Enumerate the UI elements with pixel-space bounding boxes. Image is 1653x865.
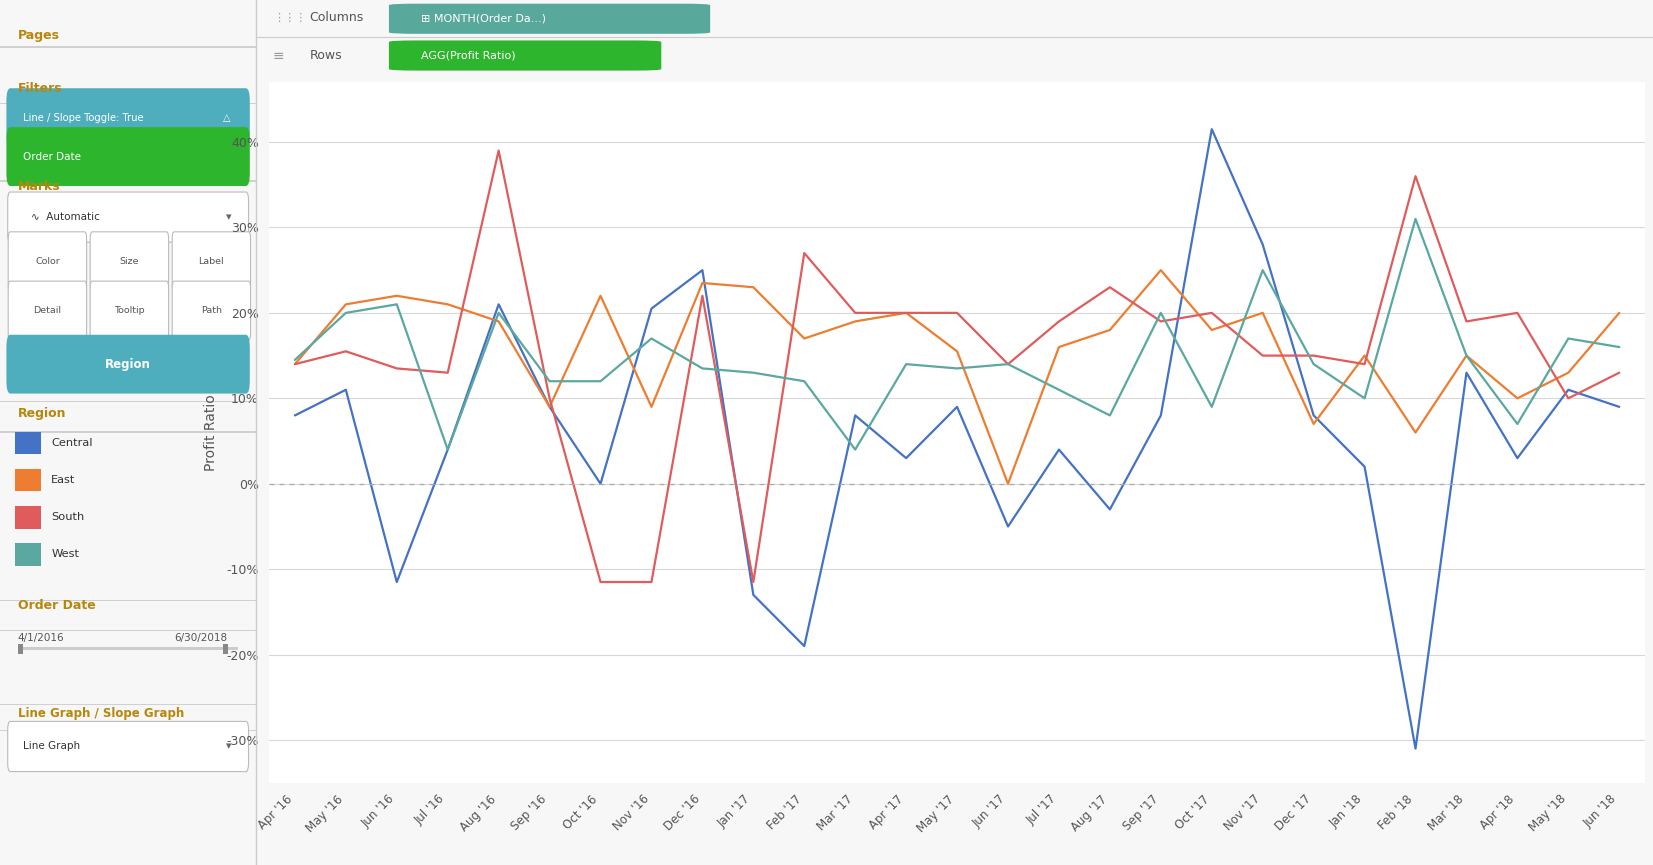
FancyBboxPatch shape	[172, 281, 251, 340]
FancyBboxPatch shape	[388, 41, 661, 71]
Text: Label: Label	[198, 257, 225, 266]
FancyBboxPatch shape	[388, 3, 711, 34]
FancyBboxPatch shape	[91, 232, 169, 291]
FancyBboxPatch shape	[7, 88, 250, 147]
Text: Order Date: Order Date	[23, 151, 81, 162]
Text: Line Graph / Slope Graph: Line Graph / Slope Graph	[18, 707, 183, 720]
Text: Region: Region	[106, 357, 150, 371]
FancyBboxPatch shape	[91, 281, 169, 340]
Text: Size: Size	[119, 257, 139, 266]
Y-axis label: Profit Ratio: Profit Ratio	[205, 394, 218, 471]
Bar	[15, 469, 41, 491]
Text: Region: Region	[18, 407, 66, 420]
Bar	[0, 47, 256, 48]
Bar	[0, 181, 256, 182]
Bar	[15, 432, 41, 454]
FancyBboxPatch shape	[8, 721, 248, 772]
Text: Line Graph: Line Graph	[23, 741, 81, 752]
Text: Filters: Filters	[18, 82, 63, 95]
Bar	[0, 730, 256, 731]
Text: East: East	[51, 475, 76, 485]
Text: ⋮⋮⋮: ⋮⋮⋮	[273, 13, 306, 22]
Text: 6/30/2018: 6/30/2018	[174, 633, 228, 644]
Bar	[15, 506, 41, 529]
Text: Path: Path	[202, 306, 222, 315]
Text: South: South	[51, 512, 84, 522]
Bar	[0, 630, 256, 631]
Text: ▾: ▾	[225, 741, 231, 752]
Text: West: West	[51, 549, 79, 560]
Bar	[0, 704, 256, 705]
Text: Detail: Detail	[33, 306, 61, 315]
FancyBboxPatch shape	[8, 232, 86, 291]
Bar	[18, 647, 238, 650]
FancyBboxPatch shape	[7, 335, 250, 394]
Text: Pages: Pages	[18, 29, 60, 42]
Text: Columns: Columns	[309, 11, 364, 24]
Text: Color: Color	[35, 257, 60, 266]
Bar	[15, 543, 41, 566]
Bar	[0, 103, 256, 104]
Bar	[0, 401, 256, 402]
Text: AGG(Profit Ratio): AGG(Profit Ratio)	[422, 50, 516, 61]
Text: Tooltip: Tooltip	[114, 306, 145, 315]
FancyBboxPatch shape	[7, 127, 250, 186]
Text: Marks: Marks	[18, 180, 61, 193]
Text: ≡: ≡	[273, 49, 284, 63]
Text: △: △	[223, 112, 230, 123]
Text: Order Date: Order Date	[18, 599, 96, 612]
Text: 4/1/2016: 4/1/2016	[18, 633, 64, 644]
Text: Central: Central	[51, 438, 93, 448]
Text: ▾: ▾	[225, 212, 231, 222]
Text: ∿  Automatic: ∿ Automatic	[31, 212, 99, 222]
Text: Rows: Rows	[309, 49, 342, 62]
FancyBboxPatch shape	[172, 232, 251, 291]
Bar	[0, 600, 256, 601]
Bar	[18, 644, 23, 654]
FancyBboxPatch shape	[8, 192, 248, 242]
FancyBboxPatch shape	[8, 281, 86, 340]
Text: Line / Slope Toggle: True: Line / Slope Toggle: True	[23, 112, 144, 123]
Bar	[223, 644, 228, 654]
Text: ⊞ MONTH(Order Da...): ⊞ MONTH(Order Da...)	[422, 14, 545, 23]
